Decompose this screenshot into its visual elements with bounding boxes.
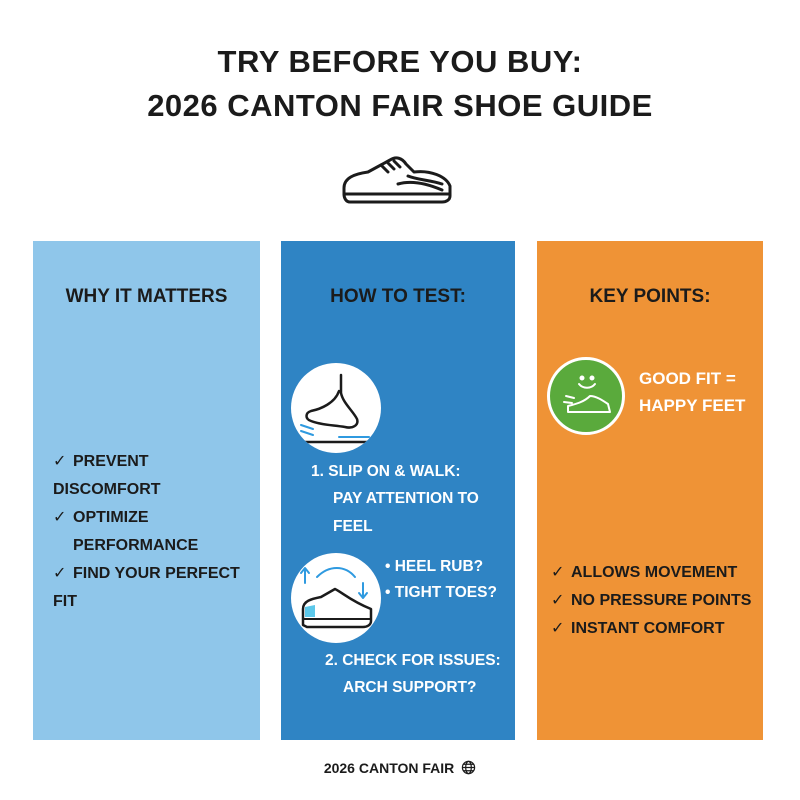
sneaker-icon <box>342 156 452 204</box>
key-list: ✓ ALLOWS MOVEMENT ✓ NO PRESSURE POINTS ✓ IN… <box>551 559 751 643</box>
bullet-item: • HEEL RUB? <box>385 558 484 575</box>
check-icon: ✓ <box>551 564 565 581</box>
check-icon: ✓ <box>53 565 67 582</box>
footer: 2026 CANTON FAIR <box>0 760 800 776</box>
list-item: PERFORMANCE <box>73 537 199 554</box>
list-item: ✓ ALLOWS MOVEMENT <box>551 559 751 587</box>
check-icon: ✓ <box>551 592 565 609</box>
list-item: ✓ INSTANT COMFORT <box>551 615 751 643</box>
check-icon: ✓ <box>551 620 565 637</box>
list-item: ✓ FIND YOUR PERFECT FIT <box>53 560 260 616</box>
bullet-item: • TIGHT TOES? <box>385 584 497 601</box>
panel-heading: WHY IT MATTERS <box>65 286 228 307</box>
list-item: ✓ OPTIMIZE <box>53 504 260 532</box>
page-title: TRY BEFORE YOU BUY: 2026 CANTON FAIR SHO… <box>147 44 653 123</box>
check-icon: ✓ <box>53 453 67 470</box>
globe-icon <box>461 760 476 775</box>
panel-heading: HOW TO TEST: <box>330 286 466 307</box>
check-icon: ✓ <box>53 509 67 526</box>
happy-shoe-icon <box>547 357 625 435</box>
key-points-panel: KEY POINTS: GOOD FIT = HAPPY FEET ✓ ALLOW… <box>537 241 763 740</box>
list-item: ✓ NO PRESSURE POINTS <box>551 587 751 615</box>
sneaker-check-icon <box>291 553 381 643</box>
how-to-test-panel: HOW TO TEST: 1. SLIP ON & WALK: PAY ATTE… <box>281 241 515 740</box>
why-it-matters-panel: WHY IT MATTERS ✓ PREVENT DISCOMFORT ✓ OPTI… <box>33 241 260 740</box>
foot-icon <box>291 363 381 453</box>
list-item: ✓ PREVENT DISCOMFORT <box>53 448 260 504</box>
why-list: ✓ PREVENT DISCOMFORT ✓ OPTIMIZE PERFORMANC… <box>53 448 260 616</box>
panel-heading: KEY POINTS: <box>589 286 711 307</box>
